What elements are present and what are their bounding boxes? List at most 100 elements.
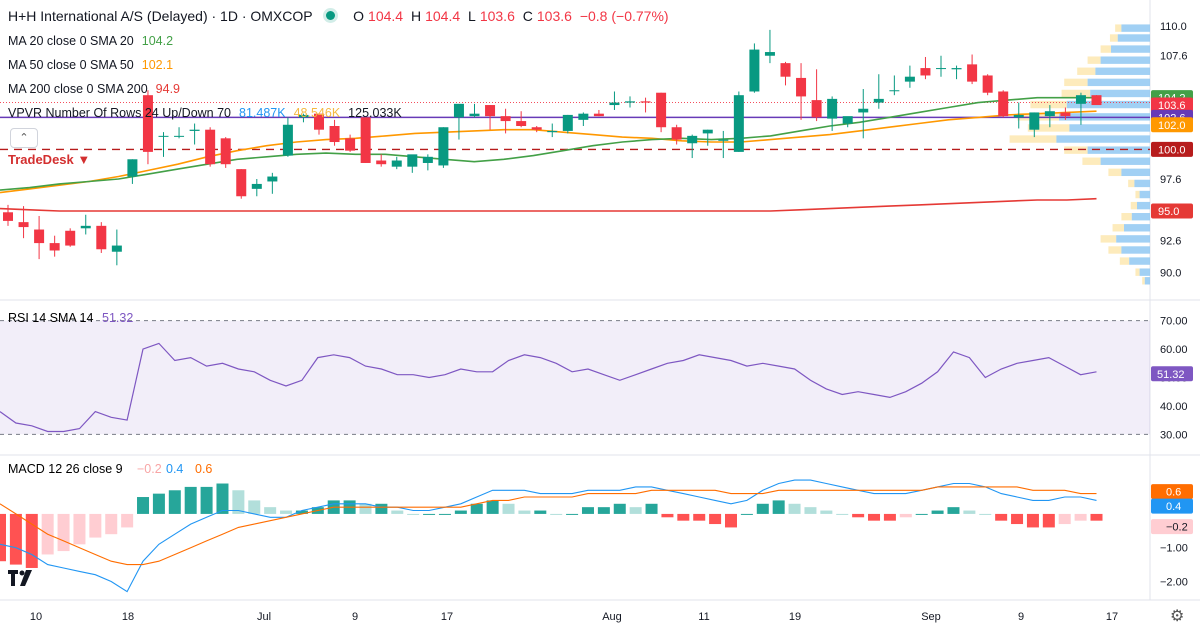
candle-body-15: [236, 169, 247, 197]
candle-body-32: [500, 116, 511, 122]
legend-vpvr[interactable]: VPVR Number Of Rows 24 Up/Down 70 81.487K…: [8, 106, 402, 120]
macd-hist-bar-23: [359, 503, 372, 514]
legend-ma200[interactable]: MA 200 close 0 SMA 200 94.9: [8, 82, 180, 96]
vpvr-up-row-3: [1100, 56, 1150, 64]
vpvr-up: 81.487K: [239, 106, 286, 120]
macd-hist-bar-52: [820, 510, 833, 514]
macd-hist-bar-62: [979, 513, 992, 515]
vpvr-up-row-14: [1134, 179, 1150, 188]
candle-body-27: [422, 156, 433, 163]
vpvr-down-row-23: [1142, 277, 1145, 285]
candle-body-53: [827, 98, 838, 119]
macd-hist-bar-11: [168, 490, 181, 514]
macd-hist-bar-48: [756, 503, 769, 514]
candle-body-62: [967, 64, 978, 82]
candle-body-61: [951, 68, 962, 70]
price-axis: 110.0107.697.692.690.070.0060.0050.0040.…: [1160, 21, 1188, 588]
vpvr-total: 125.033K: [348, 106, 402, 120]
macd-hist-bar-33: [518, 510, 531, 514]
ma20-line: [0, 96, 1097, 191]
ma20-label: MA 20 close 0 SMA 20: [8, 34, 134, 48]
vpvr-up-row-17: [1131, 213, 1150, 221]
candle-body-20: [314, 113, 324, 130]
vpvr-down-row-21: [1119, 257, 1130, 265]
vpvr-up-row-12: [1100, 157, 1150, 165]
candle-body-39: [609, 102, 620, 106]
price-pill-4: [1151, 141, 1193, 157]
symbol-title[interactable]: H+H International A/S (Delayed) · 1D · O…: [8, 8, 313, 24]
rsi-pill-text: 51.32: [1157, 369, 1185, 381]
macd-hist-bar-10: [152, 493, 165, 514]
macd-hist-bar-68: [1074, 513, 1087, 521]
signal-line: [0, 486, 1097, 566]
collapse-legend-button[interactable]: ⌃: [10, 128, 38, 148]
settings-gear-icon[interactable]: ⚙: [1170, 608, 1185, 625]
macd-tick-0: −1.00: [1160, 543, 1188, 555]
candlesticks: [3, 29, 1102, 266]
macd-hist-bar-56: [883, 513, 896, 521]
candle-body-33: [516, 121, 527, 126]
price-labels: 104.2103.6102.6102.0100.095.051.320.60.4…: [1151, 90, 1193, 535]
tradedesk-label: TradeDesk: [8, 152, 74, 167]
candle-body-48: [749, 49, 760, 92]
rsi-line: [0, 342, 1097, 433]
macd-hist-bar-54: [852, 513, 865, 518]
candle-body-42: [656, 92, 667, 128]
macd-hist-bar-47: [740, 513, 753, 515]
legend-ma20[interactable]: MA 20 close 0 SMA 20 104.2: [8, 34, 173, 48]
vpvr-up-row-20: [1121, 246, 1150, 254]
macd-hist-bar-19: [295, 510, 308, 514]
rsi-legend-value: 51.32: [102, 311, 133, 325]
legend-ma50[interactable]: MA 50 close 0 SMA 50 102.1: [8, 58, 173, 72]
macd-hist-bar-50: [788, 503, 801, 514]
vpvr-down-row-14: [1128, 179, 1135, 188]
macd-hist-bar-13: [200, 486, 213, 514]
vpvr-up-row-0: [1121, 24, 1150, 32]
time-tick-4: 17: [441, 611, 453, 623]
macd-hist-bar-17: [264, 507, 277, 514]
candle-body-0: [3, 212, 13, 221]
vpvr-down-row-7: [1030, 100, 1067, 109]
vpvr-up-row-15: [1139, 190, 1150, 199]
macd-hist-bar-58: [915, 513, 928, 515]
candle-body-41: [640, 101, 651, 103]
vpvr-up-row-21: [1129, 257, 1150, 265]
vpvr-up-row-13: [1121, 168, 1150, 177]
candle-body-9: [142, 95, 153, 152]
vpvr-up-row-1: [1117, 34, 1150, 42]
candle-body-22: [345, 138, 356, 151]
macd-hist-bar-64: [1011, 513, 1024, 525]
candle-body-45: [702, 129, 713, 134]
macd-pill-1: [1151, 498, 1193, 514]
vpvr-up-row-11: [1087, 146, 1150, 154]
candle-body-38: [593, 113, 604, 117]
macd-hist-bar-2: [25, 513, 38, 568]
candle-body-37: [578, 113, 589, 120]
vpvr-down-row-15: [1135, 190, 1140, 199]
vpvr-down-row-2: [1100, 45, 1111, 53]
candle-body-51: [796, 77, 807, 97]
price-pill-3: [1151, 117, 1193, 133]
vpvr-down-row-18: [1112, 224, 1124, 232]
candle-body-5: [80, 225, 91, 229]
ma200-line: [0, 197, 1097, 212]
vpvr-down-row-0: [1115, 24, 1122, 32]
vpvr-label: VPVR Number Of Rows 24 Up/Down 70: [8, 106, 232, 120]
candle-body-55: [858, 108, 869, 113]
vpvr-down-row-16: [1130, 201, 1137, 210]
price-pill-text-3: 102.0: [1158, 120, 1186, 132]
ma50-value: 102.1: [141, 58, 174, 72]
candle-body-57: [889, 90, 900, 92]
vpvr-down-row-6: [1061, 89, 1091, 98]
candle-body-16: [251, 183, 262, 189]
candle-body-49: [764, 52, 775, 56]
macd-hist-bar-40: [629, 507, 642, 514]
vpvr-up-row-9: [1069, 124, 1150, 132]
candle-body-50: [780, 63, 791, 77]
tradedesk-badge[interactable]: TradeDesk ▼: [8, 152, 90, 167]
macd-hist-bar-37: [581, 507, 594, 514]
macd-tick-1: −2.00: [1160, 576, 1188, 588]
candle-body-2: [34, 229, 45, 244]
candle-body-8: [127, 159, 138, 177]
